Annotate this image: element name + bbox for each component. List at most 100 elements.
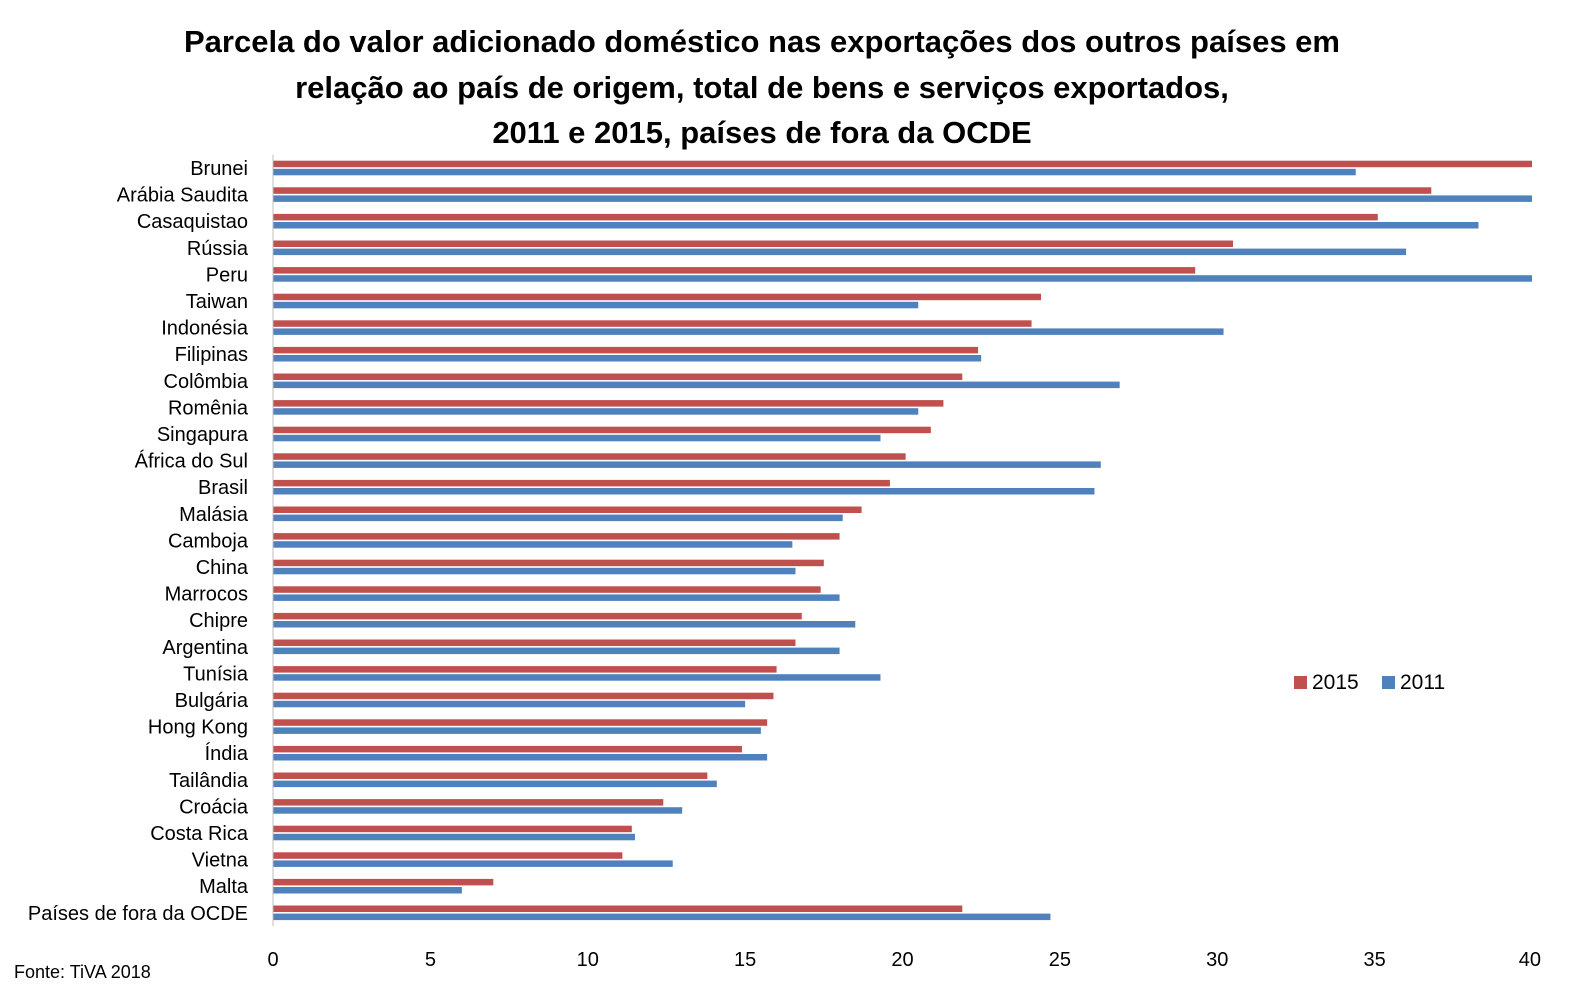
x-tick-label: 5 bbox=[425, 949, 436, 971]
bar-2015 bbox=[273, 346, 979, 354]
bar-2015 bbox=[273, 692, 774, 700]
bar-2011 bbox=[273, 541, 793, 548]
category-label: Croácia bbox=[179, 796, 249, 818]
category-label: Colômbia bbox=[164, 371, 249, 393]
bar-2011 bbox=[273, 275, 1532, 282]
bar-2011 bbox=[273, 674, 881, 681]
category-label: Tailândia bbox=[169, 770, 249, 792]
bar-2015 bbox=[273, 666, 777, 673]
category-label: Chipre bbox=[189, 610, 248, 632]
legend-swatch-2011 bbox=[1382, 676, 1395, 689]
category-label: Rússia bbox=[187, 238, 249, 260]
x-tick-label: 35 bbox=[1364, 949, 1386, 971]
bar-2015 bbox=[273, 267, 1196, 274]
chart-title-line-3: 2011 e 2015, países de fora da OCDE bbox=[492, 115, 1031, 150]
category-label: Vietna bbox=[192, 850, 249, 872]
bar-2015 bbox=[273, 799, 664, 806]
bar-2015 bbox=[273, 453, 906, 460]
category-label: Malta bbox=[199, 876, 249, 898]
bar-2015 bbox=[273, 506, 862, 513]
bar-2015 bbox=[273, 639, 796, 646]
category-label: Países de fora da OCDE bbox=[28, 903, 248, 925]
bar-2011 bbox=[273, 434, 881, 442]
bar-2011 bbox=[273, 833, 635, 841]
source-note: Fonte: TiVA 2018 bbox=[14, 962, 151, 982]
category-label: Argentina bbox=[162, 637, 248, 659]
bar-2015 bbox=[273, 373, 963, 380]
category-label: Bulgária bbox=[175, 690, 249, 712]
x-tick-label: 30 bbox=[1206, 949, 1228, 971]
bar-2015 bbox=[273, 586, 821, 593]
bar-2015 bbox=[273, 160, 1532, 168]
bar-2015 bbox=[273, 905, 963, 912]
category-label: Casaquistao bbox=[137, 211, 248, 233]
category-label: Romênia bbox=[168, 397, 249, 419]
bar-2015 bbox=[273, 719, 768, 726]
bar-2011 bbox=[273, 355, 982, 362]
bar-2011 bbox=[273, 461, 1101, 468]
bar-2015 bbox=[273, 612, 802, 620]
bar-2011 bbox=[273, 887, 462, 894]
bar-2015 bbox=[273, 745, 742, 753]
category-label: Singapura bbox=[157, 424, 249, 446]
bar-2011 bbox=[273, 222, 1479, 229]
bar-2011 bbox=[273, 621, 856, 628]
bars-group bbox=[273, 160, 1532, 921]
bar-2015 bbox=[273, 320, 1032, 327]
x-tick-label: 10 bbox=[577, 949, 599, 971]
legend-label-2011: 2011 bbox=[1400, 671, 1445, 694]
x-axis-ticks: 0 5 10 15 20 25 30 35 40 bbox=[267, 949, 1541, 971]
bar-2015 bbox=[273, 293, 1041, 301]
bar-2015 bbox=[273, 825, 632, 833]
bar-2011 bbox=[273, 488, 1095, 495]
bar-2015 bbox=[273, 772, 708, 779]
bar-2011 bbox=[273, 328, 1224, 335]
bar-2011 bbox=[273, 913, 1051, 921]
category-label: Marrocos bbox=[165, 584, 248, 606]
chart-title-line-1: Parcela do valor adicionado doméstico na… bbox=[184, 24, 1340, 59]
bar-2015 bbox=[273, 533, 840, 540]
bar-2015 bbox=[273, 878, 494, 886]
legend-label-2015: 2015 bbox=[1312, 671, 1359, 694]
x-tick-label: 15 bbox=[734, 949, 756, 971]
bar-2011 bbox=[273, 647, 840, 655]
category-label: Arábia Saudita bbox=[117, 185, 249, 207]
bar-2011 bbox=[273, 195, 1532, 202]
category-label: África do Sul bbox=[135, 450, 248, 473]
chart-title: Parcela do valor adicionado doméstico na… bbox=[184, 24, 1340, 150]
category-label: Malásia bbox=[179, 504, 249, 526]
category-label: Hong Kong bbox=[148, 717, 248, 739]
bar-2015 bbox=[273, 426, 931, 434]
bar-2011 bbox=[273, 168, 1356, 176]
category-label: Indonésia bbox=[161, 318, 249, 340]
bar-2015 bbox=[273, 400, 944, 407]
bar-2011 bbox=[273, 514, 843, 522]
bar-2011 bbox=[273, 408, 919, 415]
bar-2015 bbox=[273, 479, 890, 487]
bar-2011 bbox=[273, 381, 1120, 389]
bar-2011 bbox=[273, 248, 1407, 256]
category-labels: Brunei Arábia Saudita Casaquistao Rússia Per… bbox=[28, 158, 249, 925]
x-tick-label: 40 bbox=[1519, 949, 1541, 971]
bar-2011 bbox=[273, 727, 761, 734]
chart-title-line-2: relação ao país de origem, total de bens… bbox=[295, 70, 1229, 105]
category-label: Brasil bbox=[198, 477, 248, 499]
bar-2011 bbox=[273, 780, 717, 788]
legend: 2015 2011 bbox=[1294, 671, 1445, 694]
category-label: Taiwan bbox=[186, 291, 248, 313]
bar-2015 bbox=[273, 187, 1432, 194]
x-tick-label: 20 bbox=[891, 949, 913, 971]
bar-2011 bbox=[273, 700, 746, 708]
category-label: Costa Rica bbox=[150, 823, 249, 845]
category-label: Peru bbox=[206, 264, 248, 286]
bar-2015 bbox=[273, 559, 824, 567]
bar-2015 bbox=[273, 852, 623, 859]
category-label: Brunei bbox=[190, 158, 248, 180]
bar-2015 bbox=[273, 240, 1233, 247]
category-label: Camboja bbox=[168, 530, 249, 552]
bar-2015 bbox=[273, 213, 1378, 221]
category-label: Tunísia bbox=[183, 663, 249, 685]
x-tick-label: 25 bbox=[1049, 949, 1071, 971]
